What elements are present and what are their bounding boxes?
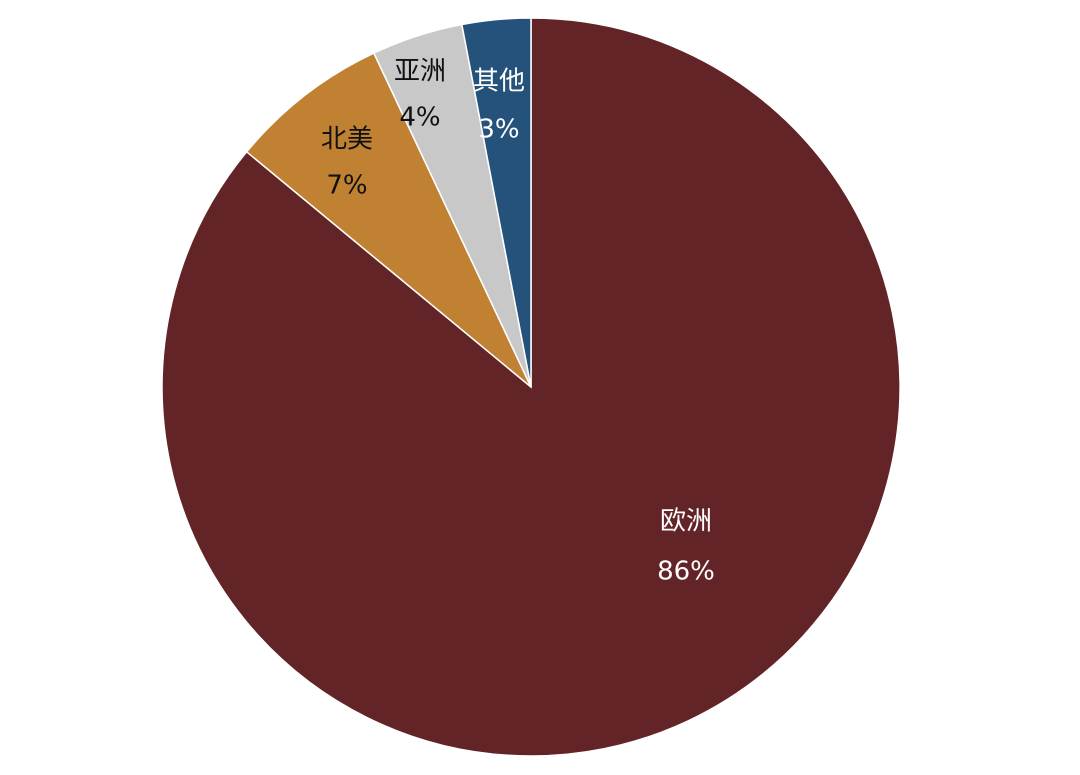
slice-value-label: 86%	[657, 557, 715, 587]
pie-slice	[161, 17, 901, 757]
slice-category-label: 其他	[473, 67, 525, 97]
slice-category-label: 欧洲	[660, 507, 712, 537]
pie-slice	[245, 52, 532, 388]
slice-category-label: 北美	[321, 125, 373, 155]
pie-slice	[460, 17, 532, 388]
slice-value-label: 4%	[399, 103, 440, 133]
slice-category-label: 亚洲	[394, 57, 446, 87]
slice-value-label: 7%	[326, 171, 367, 201]
slice-value-label: 3%	[478, 115, 519, 145]
